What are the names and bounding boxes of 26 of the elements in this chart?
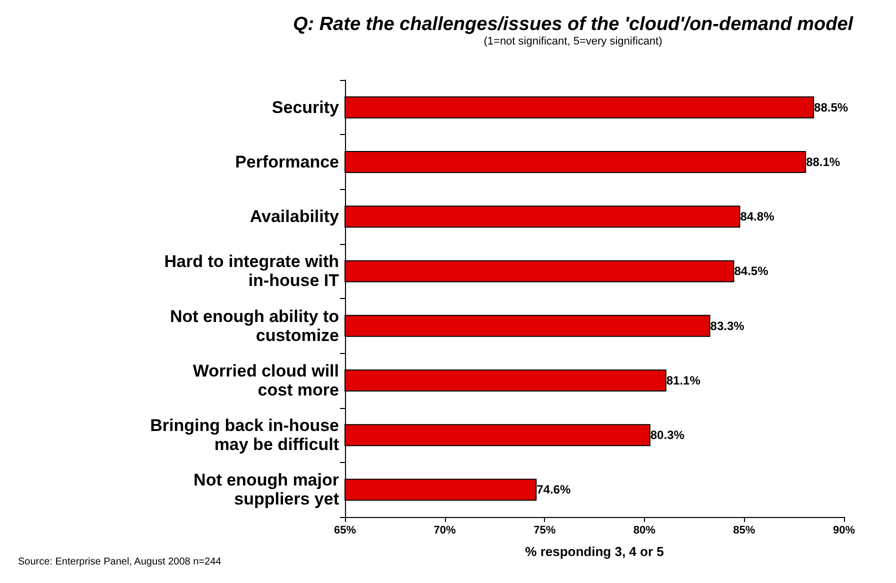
x-axis-title: % responding 3, 4 or 5: [525, 544, 664, 559]
data-label: 81.1%: [666, 373, 701, 388]
y-tick-label: Not enough major suppliers yet: [194, 470, 340, 509]
chart-subtitle: (1=not significant, 5=very significant): [484, 36, 662, 48]
source-note: Source: Enterprise Panel, August 2008 n=244: [18, 556, 222, 568]
data-label: 84.8%: [740, 210, 775, 224]
chart-title: Q: Rate the challenges/issues of the 'cloud'/on-demand model: [292, 14, 854, 35]
y-tick-label: Not enough ability to customize: [170, 306, 339, 345]
data-label: 80.3%: [650, 428, 685, 442]
y-tick-label: Availability: [250, 207, 340, 226]
x-tick-label: 85%: [733, 524, 756, 536]
x-tick-label: 70%: [434, 524, 456, 536]
x-tick-label: 80%: [633, 524, 656, 536]
x-tick-label: 90%: [832, 524, 856, 536]
data-label: 84.5%: [734, 264, 769, 278]
y-tick-label: Worried cloud will cost more: [192, 361, 339, 400]
x-tick-label: 75%: [534, 524, 556, 536]
y-tick-label: Bringing back in-house may be difficult: [150, 416, 340, 454]
data-label: 88.5%: [814, 100, 848, 114]
y-tick-label: Performance: [235, 152, 339, 172]
data-label: 74.6%: [536, 482, 571, 497]
y-tick-label: Security: [272, 98, 340, 117]
data-label: 88.1%: [806, 154, 840, 169]
y-tick-label: Hard to integrate with in-house IT: [164, 252, 340, 290]
x-tick-label: 65%: [334, 524, 356, 536]
data-label: 83.3%: [710, 318, 745, 333]
